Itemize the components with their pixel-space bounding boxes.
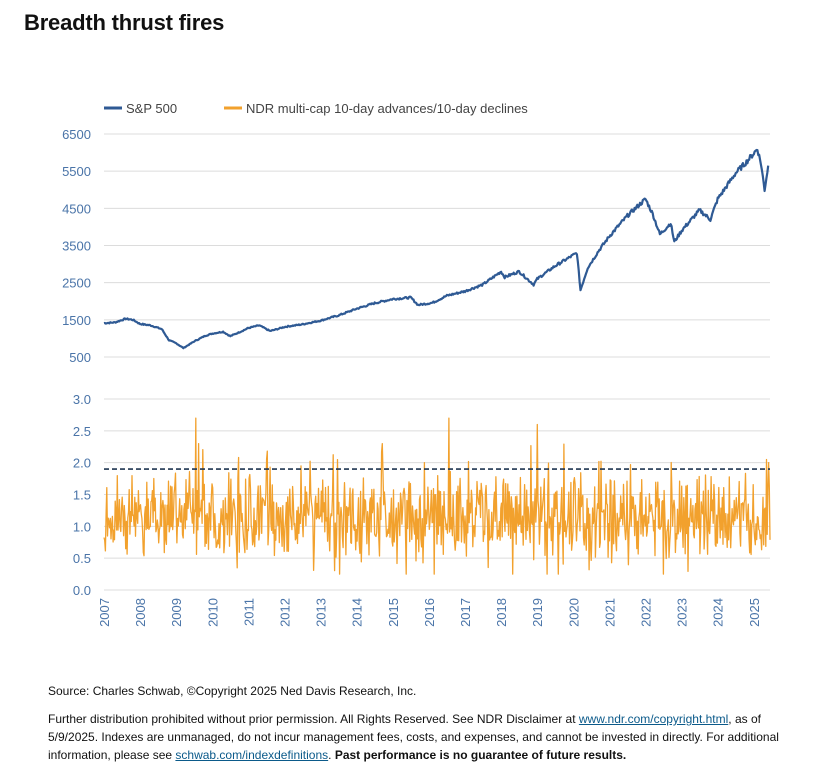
sp500-line bbox=[103, 148, 770, 350]
disclaimer-text-2: , as of 5/9/2025. Indexes are unmanaged,… bbox=[48, 712, 779, 762]
x-tick-2023: 2023 bbox=[675, 598, 690, 627]
x-tick-2025: 2025 bbox=[747, 598, 762, 627]
x-tick-2017: 2017 bbox=[458, 598, 473, 627]
y-tick-top: 1500 bbox=[62, 313, 91, 328]
y-tick-top: 500 bbox=[69, 350, 91, 365]
legend-label-0: S&P 500 bbox=[126, 101, 177, 116]
x-tick-2010: 2010 bbox=[205, 598, 220, 627]
y-tick-bottom: 2.5 bbox=[73, 424, 91, 439]
y-tick-bottom: 1.5 bbox=[73, 488, 91, 503]
y-tick-bottom: 2.0 bbox=[73, 456, 91, 471]
index-definitions-link[interactable]: schwab.com/indexdefinitions bbox=[175, 748, 329, 762]
x-tick-2013: 2013 bbox=[314, 598, 329, 627]
breadth-chart: S&P 500 NDR multi-cap 10-day advances/10-… bbox=[62, 101, 771, 627]
breadth-line bbox=[103, 417, 771, 575]
source-note: Source: Charles Schwab, ©Copyright 2025 … bbox=[48, 684, 417, 698]
y-tick-bottom: 0.0 bbox=[73, 583, 91, 598]
x-tick-2011: 2011 bbox=[241, 598, 256, 626]
x-tick-2012: 2012 bbox=[277, 598, 292, 627]
y-tick-bottom: 0.5 bbox=[73, 551, 91, 566]
x-tick-2007: 2007 bbox=[97, 598, 112, 627]
x-tick-2021: 2021 bbox=[602, 598, 617, 627]
x-tick-2020: 2020 bbox=[566, 598, 581, 627]
x-tick-2019: 2019 bbox=[530, 598, 545, 627]
y-tick-top: 5500 bbox=[62, 164, 91, 179]
x-tick-2009: 2009 bbox=[169, 598, 184, 627]
y-tick-bottom: 3.0 bbox=[73, 392, 91, 407]
x-tick-2018: 2018 bbox=[494, 598, 509, 627]
chart-title: Breadth thrust fires bbox=[24, 10, 225, 35]
y-tick-top: 6500 bbox=[62, 127, 91, 142]
x-tick-2022: 2022 bbox=[638, 598, 653, 627]
legend-label-1: NDR multi-cap 10-day advances/10-day dec… bbox=[246, 101, 528, 116]
y-tick-top: 2500 bbox=[62, 276, 91, 291]
disclaimer-note: Further distribution prohibited without … bbox=[48, 710, 788, 764]
x-tick-2015: 2015 bbox=[386, 598, 401, 627]
y-tick-top: 3500 bbox=[62, 239, 91, 254]
disclaimer-text-3: . bbox=[328, 748, 335, 762]
x-tick-2008: 2008 bbox=[133, 598, 148, 627]
ndr-copyright-link[interactable]: www.ndr.com/copyright.html bbox=[578, 712, 729, 726]
x-tick-2016: 2016 bbox=[422, 598, 437, 627]
past-performance-note: Past performance is no guarantee of futu… bbox=[334, 748, 627, 762]
y-tick-bottom: 1.0 bbox=[73, 519, 91, 534]
disclaimer-text-1: Further distribution prohibited without … bbox=[48, 712, 579, 726]
x-tick-2014: 2014 bbox=[350, 598, 365, 627]
x-tick-2024: 2024 bbox=[711, 598, 726, 627]
y-tick-top: 4500 bbox=[62, 201, 91, 216]
